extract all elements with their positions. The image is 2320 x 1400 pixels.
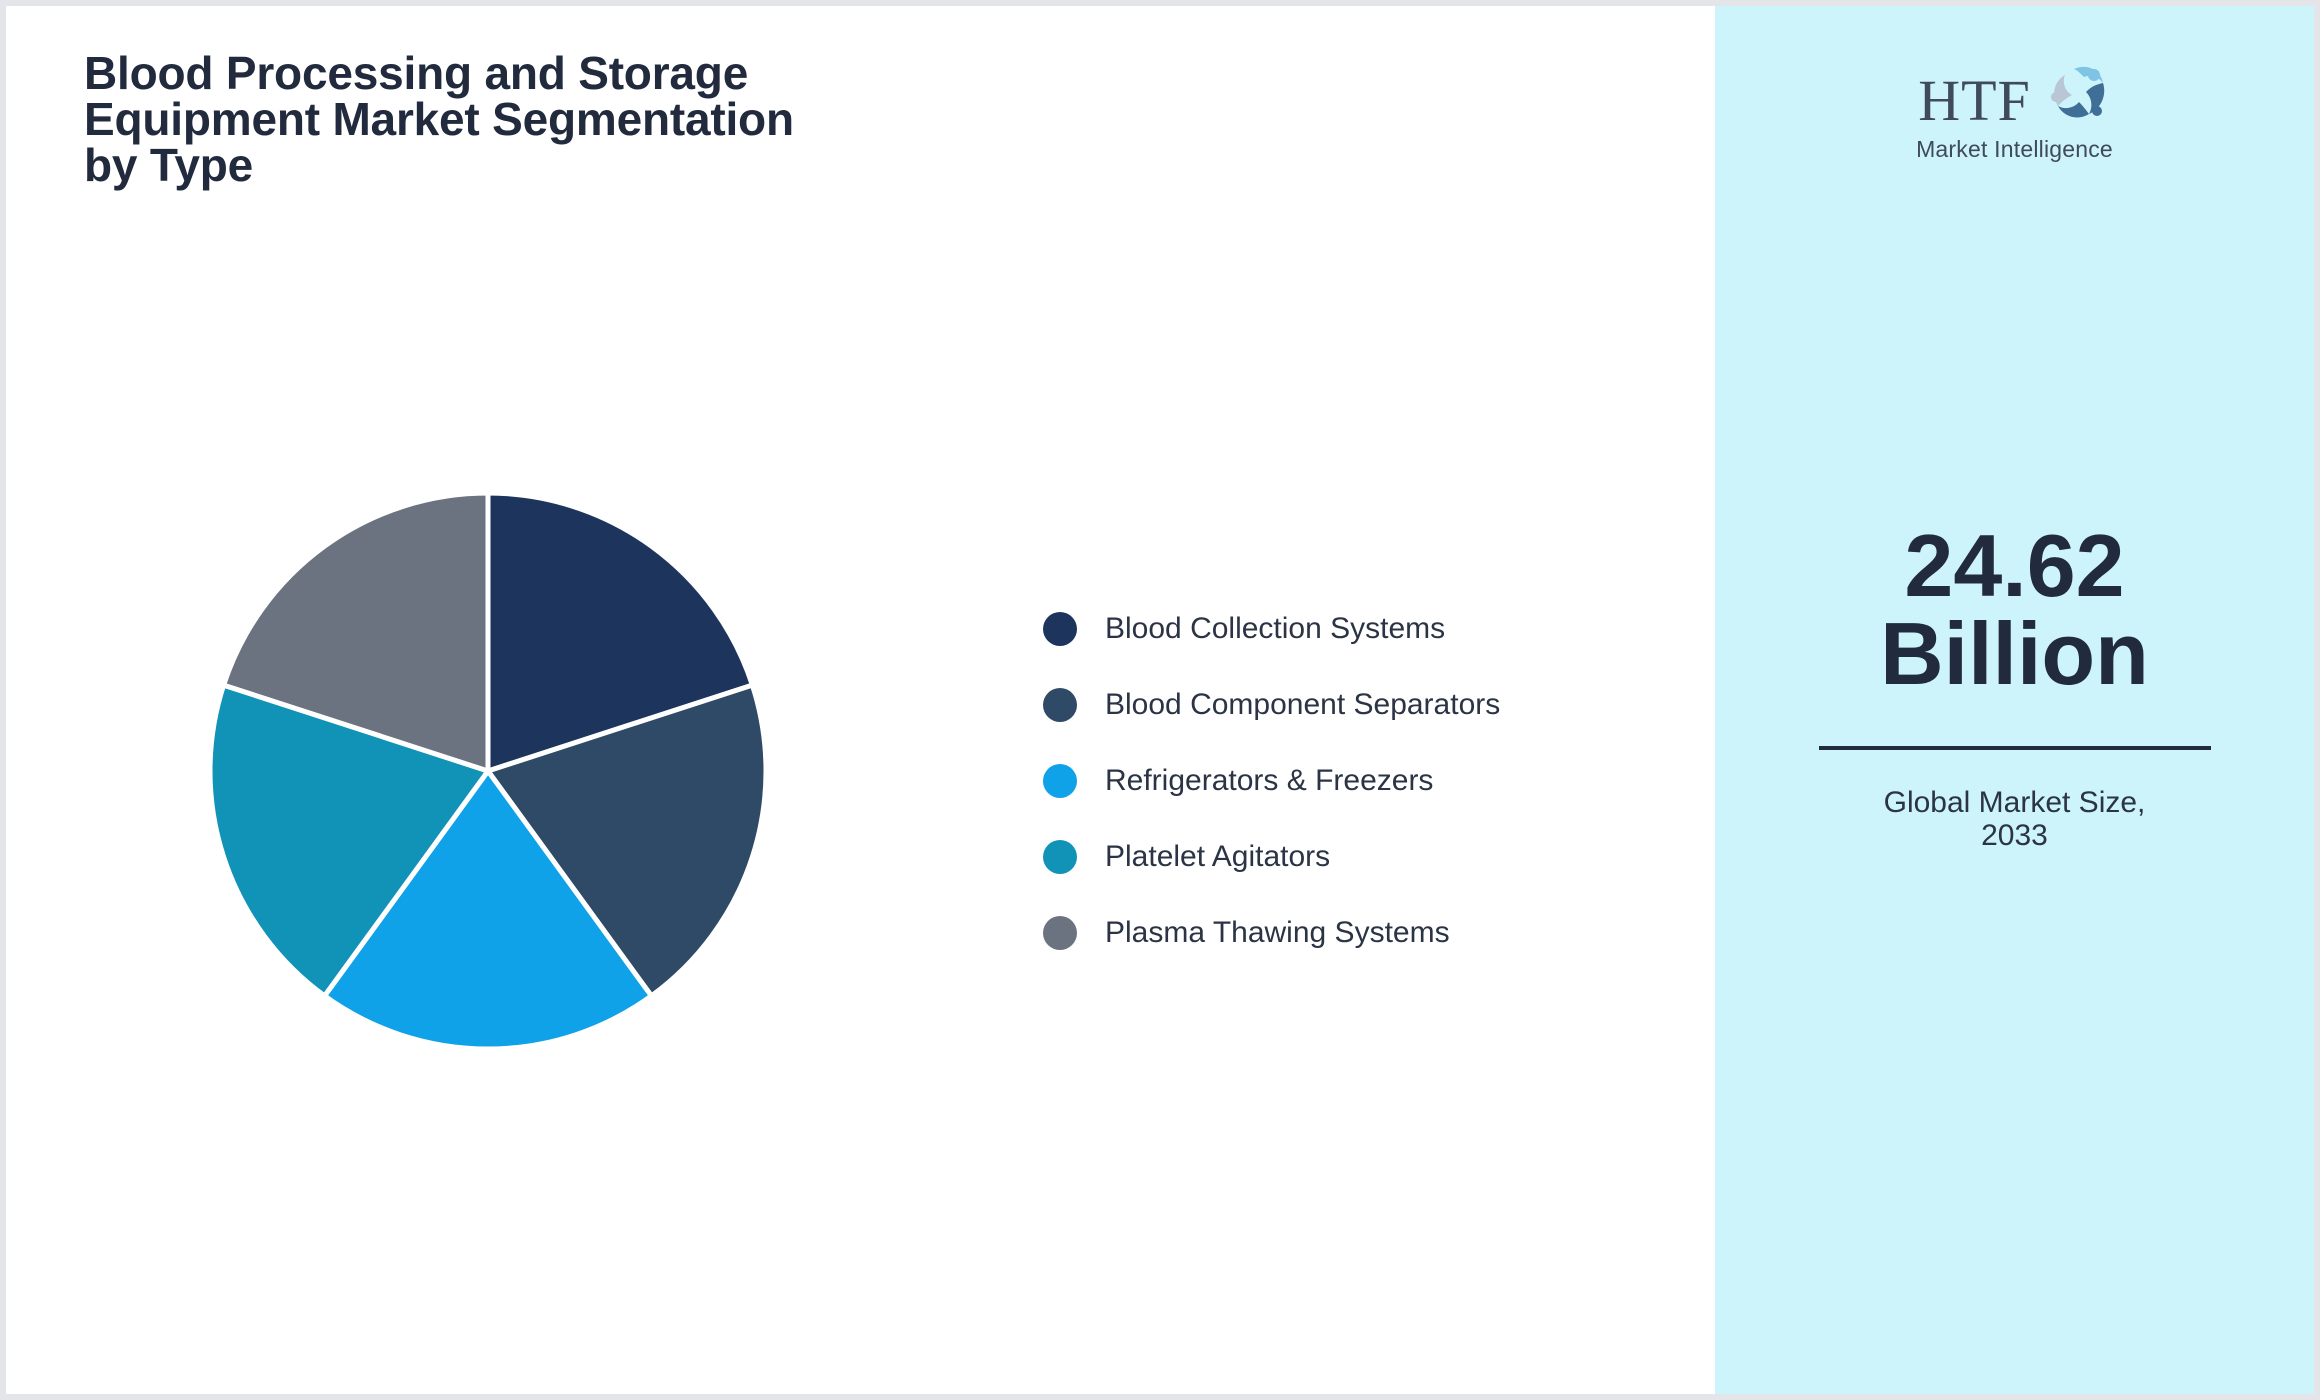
pie-chart-svg (208, 491, 768, 1051)
stat-value: 24.62 Billion (1715, 522, 2314, 698)
side-panel: HTF Market Intelligence 24.62 (1715, 6, 2314, 1394)
people-circle-icon (2033, 61, 2111, 132)
legend-swatch-icon (1043, 916, 1077, 950)
stat-caption: Global Market Size, 2033 (1715, 786, 2314, 852)
brand-logo: HTF Market Intelligence (1715, 66, 2314, 163)
title-line-3: by Type (84, 139, 254, 191)
stat-value-unit: Billion (1880, 604, 2149, 703)
legend-item-refrigerators-and-freezers[interactable]: Refrigerators & Freezers (1043, 743, 1603, 819)
stat-caption-line-1: Global Market Size, (1883, 786, 2146, 819)
legend-swatch-icon (1043, 688, 1077, 722)
pie-slice[interactable] (208, 682, 491, 999)
chart-legend: Blood Collection Systems Blood Component… (1043, 591, 1603, 971)
pie-slice[interactable] (221, 491, 491, 774)
legend-item-label: Blood Collection Systems (1105, 612, 1446, 645)
pie-slice[interactable] (485, 491, 755, 774)
page-title: Blood Processing and Storage Equipment M… (84, 50, 1004, 188)
logo-top-row: HTF (1918, 66, 2111, 134)
legend-item-label: Plasma Thawing Systems (1105, 916, 1450, 949)
legend-item-platelet-agitators[interactable]: Platelet Agitators (1043, 819, 1603, 895)
stat-value-number: 24.62 (1904, 516, 2125, 615)
legend-item-label: Refrigerators & Freezers (1105, 764, 1434, 797)
legend-swatch-icon (1043, 612, 1077, 646)
title-line-1: Blood Processing and Storage (84, 47, 749, 99)
legend-item-label: Platelet Agitators (1105, 840, 1331, 873)
main-content: Blood Processing and Storage Equipment M… (6, 6, 1715, 1394)
pie-slice[interactable] (322, 768, 654, 1051)
legend-item-plasma-thawing-systems[interactable]: Plasma Thawing Systems (1043, 895, 1603, 971)
pie-chart (208, 491, 768, 1051)
title-line-2: Equipment Market Segmentation (84, 93, 794, 145)
legend-swatch-icon (1043, 840, 1077, 874)
pie-slice-group (208, 491, 768, 1051)
legend-swatch-icon (1043, 764, 1077, 798)
infographic-card: Blood Processing and Storage Equipment M… (6, 6, 2314, 1394)
logo-tagline: Market Intelligence (1916, 136, 2113, 162)
legend-item-blood-collection-systems[interactable]: Blood Collection Systems (1043, 591, 1603, 667)
market-size-stat: 24.62 Billion Global Market Size, 2033 (1715, 522, 2314, 852)
stat-caption-line-2: 2033 (1981, 819, 2048, 852)
pie-slice[interactable] (485, 682, 768, 999)
legend-item-label: Blood Component Separators (1105, 688, 1501, 721)
stat-divider (1818, 746, 2211, 750)
legend-item-blood-component-separators[interactable]: Blood Component Separators (1043, 667, 1603, 743)
logo-wordmark: HTF (1918, 68, 2031, 133)
